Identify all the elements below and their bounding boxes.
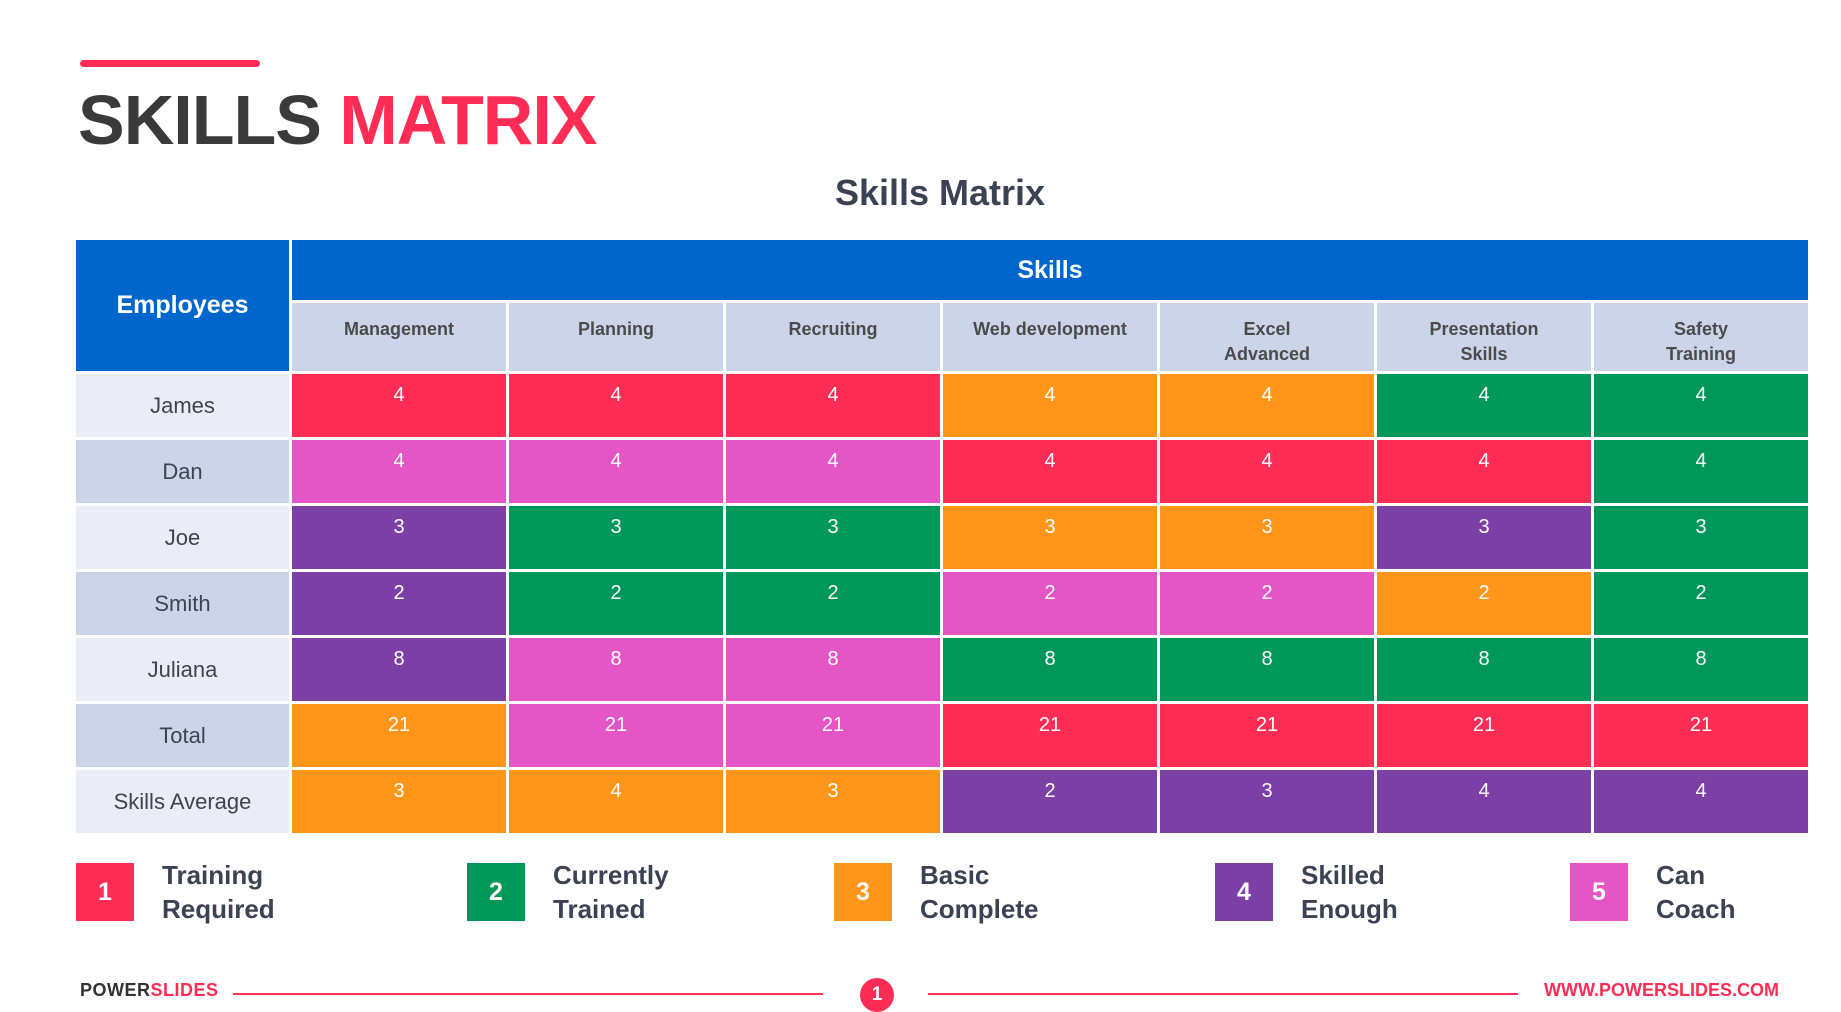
legend-item: 4 Skilled Enough	[1215, 858, 1398, 926]
footer-brand-part1: POWER	[80, 980, 151, 1000]
matrix-cell: 4	[943, 440, 1157, 503]
legend-swatch: 2	[467, 863, 525, 921]
matrix-cell: 4	[292, 440, 506, 503]
row-label: Joe	[76, 506, 289, 569]
legend-label: Currently Trained	[553, 860, 669, 924]
matrix-cell: 3	[1160, 770, 1374, 833]
row-label: Smith	[76, 572, 289, 635]
matrix-cell: 2	[1160, 572, 1374, 635]
row-label: Dan	[76, 440, 289, 503]
matrix-cell: 21	[1160, 704, 1374, 767]
matrix-cell: 4	[726, 374, 940, 437]
matrix-cell: 21	[1377, 704, 1591, 767]
matrix-cell: 21	[1594, 704, 1808, 767]
footer-divider-left	[233, 993, 823, 995]
matrix-cell: 8	[1377, 638, 1591, 701]
matrix-cell: 8	[1160, 638, 1374, 701]
matrix-cell: 4	[726, 440, 940, 503]
row-label: Juliana	[76, 638, 289, 701]
matrix-cell: 21	[943, 704, 1157, 767]
legend-item: 3 Basic Complete	[834, 858, 1038, 926]
matrix-cell: 3	[1160, 506, 1374, 569]
skill-column-header: Recruiting	[726, 303, 940, 371]
matrix-cell: 4	[292, 374, 506, 437]
matrix-cell: 8	[292, 638, 506, 701]
matrix-cell: 8	[943, 638, 1157, 701]
matrix-cell: 2	[943, 572, 1157, 635]
footer-divider-right	[928, 993, 1518, 995]
matrix-cell: 3	[292, 506, 506, 569]
matrix-cell: 4	[1377, 770, 1591, 833]
skill-column-header: Safety Training	[1594, 303, 1808, 371]
row-label: Skills Average	[76, 770, 289, 833]
matrix-cell: 3	[509, 506, 723, 569]
matrix-cell: 4	[1160, 374, 1374, 437]
page-title: SKILLS MATRIX	[78, 80, 597, 160]
title-accent-bar	[80, 60, 260, 67]
skill-column-header: Presentation Skills	[1377, 303, 1591, 371]
page-title-part1: SKILLS	[78, 81, 322, 159]
matrix-cell: 4	[1160, 440, 1374, 503]
employees-header: Employees	[76, 240, 289, 371]
legend-item: 2 Currently Trained	[467, 858, 669, 926]
matrix-cell: 3	[943, 506, 1157, 569]
footer-brand-part2: SLIDES	[150, 980, 219, 1000]
matrix-cell: 2	[509, 572, 723, 635]
matrix-cell: 2	[1594, 572, 1808, 635]
matrix-cell: 2	[292, 572, 506, 635]
legend-label: Can Coach	[1656, 860, 1736, 924]
matrix-cell: 21	[292, 704, 506, 767]
matrix-cell: 4	[943, 374, 1157, 437]
row-label: Total	[76, 704, 289, 767]
matrix-cell: 4	[509, 770, 723, 833]
matrix-cell: 4	[1594, 374, 1808, 437]
matrix-cell: 2	[1377, 572, 1591, 635]
matrix-cell: 2	[943, 770, 1157, 833]
table-caption: Skills Matrix	[834, 172, 1046, 213]
matrix-cell: 21	[509, 704, 723, 767]
matrix-cell: 21	[726, 704, 940, 767]
matrix-cell: 4	[1377, 440, 1591, 503]
legend-swatch: 5	[1570, 863, 1628, 921]
footer-url: WWW.POWERSLIDES.COM	[1544, 980, 1779, 1000]
matrix-cell: 8	[726, 638, 940, 701]
matrix-cell: 4	[509, 374, 723, 437]
matrix-cell: 3	[1594, 506, 1808, 569]
matrix-cell: 4	[1377, 374, 1591, 437]
skill-column-header: Web development	[943, 303, 1157, 371]
matrix-cell: 2	[726, 572, 940, 635]
matrix-cell: 3	[1377, 506, 1591, 569]
page-title-part2: MATRIX	[339, 81, 597, 159]
row-label: James	[76, 374, 289, 437]
legend-item: 1 Training Required	[76, 858, 275, 926]
legend-label: Skilled Enough	[1301, 860, 1398, 924]
legend-swatch: 4	[1215, 863, 1273, 921]
legend-label: Basic Complete	[920, 860, 1039, 924]
legend-label: Training Required	[162, 860, 275, 924]
skills-header: Skills	[292, 240, 1808, 300]
skill-column-header: Planning	[509, 303, 723, 371]
matrix-cell: 8	[1594, 638, 1808, 701]
matrix-cell: 4	[1594, 770, 1808, 833]
page-number-badge: 1	[860, 978, 894, 1012]
legend-swatch: 1	[76, 863, 134, 921]
skill-column-header: Management	[292, 303, 506, 371]
legend-item: 5 Can Coach	[1570, 858, 1735, 926]
matrix-cell: 4	[1594, 440, 1808, 503]
matrix-cell: 8	[509, 638, 723, 701]
matrix-cell: 4	[509, 440, 723, 503]
matrix-cell: 3	[292, 770, 506, 833]
matrix-cell: 3	[726, 770, 940, 833]
legend-swatch: 3	[834, 863, 892, 921]
skill-column-header: Excel Advanced	[1160, 303, 1374, 371]
footer-brand: POWERSLIDES	[80, 980, 219, 1001]
matrix-cell: 3	[726, 506, 940, 569]
